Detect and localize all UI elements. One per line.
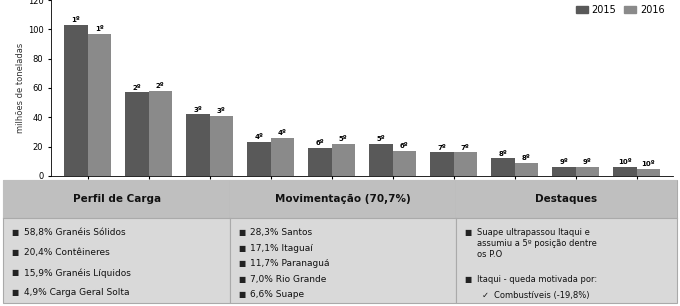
Bar (209, 116, 233, 176)
Text: 4º: 4º (254, 134, 263, 140)
Text: 4,9% Carga Geral Solta: 4,9% Carga Geral Solta (24, 289, 129, 297)
Text: 6º: 6º (316, 140, 324, 146)
Bar (149, 91, 172, 176)
Bar (392, 151, 415, 176)
Text: 15,9% Granéis Líquidos: 15,9% Granéis Líquidos (24, 268, 131, 278)
Text: ■: ■ (238, 244, 245, 252)
Bar (613, 167, 636, 176)
Bar (454, 152, 477, 176)
Text: ■: ■ (464, 228, 472, 237)
Bar (88, 34, 111, 176)
Text: ✓: ✓ (482, 291, 489, 300)
Text: ■: ■ (238, 259, 245, 268)
Text: ■: ■ (238, 290, 245, 299)
Bar (125, 92, 149, 176)
Legend: 2015, 2016: 2015, 2016 (573, 1, 668, 19)
Text: 2º: 2º (156, 83, 165, 89)
Text: ■: ■ (12, 268, 19, 277)
Bar (515, 163, 538, 176)
FancyBboxPatch shape (456, 180, 677, 218)
Text: Perfil de Carga: Perfil de Carga (73, 194, 160, 204)
Text: 8º: 8º (522, 155, 530, 161)
Bar (309, 148, 332, 176)
Text: 6,6% Suape: 6,6% Suape (250, 290, 305, 299)
Text: 9º: 9º (560, 159, 568, 166)
Bar (636, 169, 660, 176)
Y-axis label: milhões de toneladas: milhões de toneladas (16, 43, 25, 133)
Bar (492, 159, 515, 176)
Text: 5º: 5º (339, 136, 347, 142)
Text: ■: ■ (238, 228, 245, 237)
Text: 11,7% Paranaguá: 11,7% Paranaguá (250, 259, 330, 268)
Text: 17,1% Itaguaí: 17,1% Itaguaí (250, 244, 313, 252)
Bar (248, 142, 271, 176)
Text: 20,4% Contêineres: 20,4% Contêineres (24, 248, 109, 257)
Text: 28,3% Santos: 28,3% Santos (250, 228, 312, 237)
Bar (332, 144, 355, 176)
Bar (271, 138, 294, 176)
Text: 7,0% Rio Grande: 7,0% Rio Grande (250, 275, 326, 284)
Text: 4º: 4º (277, 130, 287, 136)
Bar (575, 167, 599, 176)
Text: 58,8% Granéis Sólidos: 58,8% Granéis Sólidos (24, 228, 125, 237)
Text: 10º: 10º (641, 161, 655, 167)
Bar (552, 167, 575, 176)
Text: 8º: 8º (498, 151, 507, 157)
FancyBboxPatch shape (3, 180, 230, 304)
Text: Destaques: Destaques (535, 194, 598, 204)
Text: ■: ■ (12, 289, 19, 297)
Text: 9º: 9º (583, 159, 592, 166)
Text: 5º: 5º (377, 136, 386, 142)
Bar (430, 152, 454, 176)
Text: 1º: 1º (95, 26, 103, 32)
Text: 7º: 7º (461, 145, 470, 151)
Text: Combustíveis (-19,8%): Combustíveis (-19,8%) (494, 291, 589, 300)
FancyBboxPatch shape (3, 180, 230, 218)
Text: Movimentação (70,7%): Movimentação (70,7%) (275, 194, 411, 204)
FancyBboxPatch shape (230, 180, 456, 304)
Text: 3º: 3º (194, 106, 203, 113)
Text: 10º: 10º (618, 159, 632, 166)
Text: ■: ■ (238, 275, 245, 284)
Text: ■: ■ (12, 248, 19, 257)
Bar (186, 114, 209, 176)
FancyBboxPatch shape (230, 180, 456, 218)
FancyBboxPatch shape (456, 180, 677, 304)
Bar (369, 144, 392, 176)
Bar (65, 25, 88, 176)
Text: 6º: 6º (400, 143, 409, 149)
Text: 7º: 7º (438, 145, 446, 151)
Text: ■: ■ (12, 228, 19, 237)
Text: 1º: 1º (71, 17, 80, 23)
Text: ■: ■ (464, 275, 472, 285)
Text: Itaqui - queda motivada por:: Itaqui - queda motivada por: (477, 275, 597, 285)
Text: 3º: 3º (217, 108, 226, 114)
Text: 2º: 2º (133, 85, 141, 91)
Text: Suape ultrapassou Itaqui e
assumiu a 5º posição dentre
os P.O: Suape ultrapassou Itaqui e assumiu a 5º … (477, 228, 596, 259)
